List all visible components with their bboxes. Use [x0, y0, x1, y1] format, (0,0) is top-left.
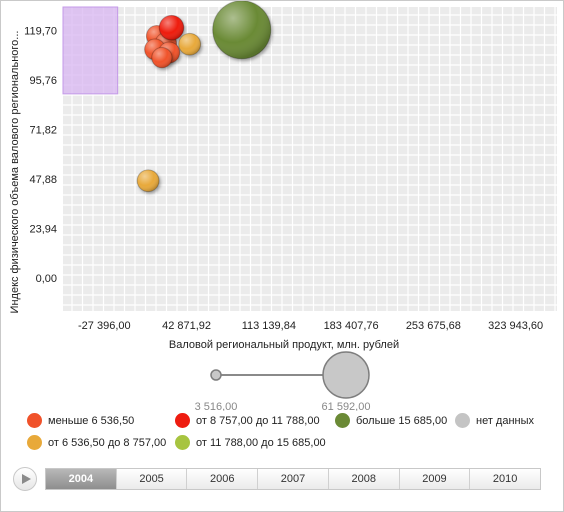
bubble: [178, 32, 202, 56]
bubble-highlight: [137, 169, 160, 192]
selection-box: [62, 6, 119, 95]
legend-item[interactable]: меньше 6 536,50: [27, 413, 134, 428]
legend-marker-icon: [27, 435, 42, 450]
y-tick-label: 119,70: [24, 25, 57, 37]
year-tab-2009[interactable]: 2009: [399, 469, 471, 489]
year-tab-2005[interactable]: 2005: [116, 469, 188, 489]
legend-marker-icon: [27, 413, 42, 428]
legend-item[interactable]: больше 15 685,00: [335, 413, 447, 428]
x-tick-label: 42 871,92: [162, 320, 211, 332]
bubble: [136, 169, 160, 193]
y-tick-label: 71,82: [29, 124, 57, 136]
year-tab-2004[interactable]: 2004: [46, 469, 117, 489]
legend-label: меньше 6 536,50: [48, 414, 135, 427]
year-tab-2007[interactable]: 2007: [258, 469, 329, 489]
bubble: [151, 47, 173, 69]
bubble-highlight: [151, 47, 173, 68]
x-tick-label: -27 396,00: [78, 320, 131, 332]
y-tick-label: 47,88: [29, 174, 57, 186]
legend-label: больше 15 685,00: [356, 414, 448, 427]
size-legend-min-bubble: [210, 369, 222, 381]
size-legend-max-bubble: [322, 351, 370, 399]
year-tab-2010[interactable]: 2010: [470, 469, 541, 489]
bubble: [212, 1, 272, 60]
y-axis-title: Индекс физического объема валового регио…: [9, 31, 21, 314]
size-legend-max-label: 61 592,00: [322, 401, 371, 411]
legend-item[interactable]: от 6 536,50 до 8 757,00: [27, 435, 166, 450]
legend-item[interactable]: нет данных: [455, 413, 534, 428]
year-tab-2008[interactable]: 2008: [328, 469, 400, 489]
size-legend: 3 516,00 61 592,00: [195, 351, 371, 411]
legend-item[interactable]: от 8 757,00 до 11 788,00: [175, 413, 320, 428]
x-axis-title: Валовой региональный продукт, млн. рубле…: [169, 339, 399, 351]
bubble: [158, 14, 185, 41]
y-tick-label: 95,76: [29, 75, 57, 87]
x-tick-label: 183 407,76: [324, 320, 379, 332]
x-tick-label: 253 675,68: [406, 320, 461, 332]
year-selector: 2004 2005 2006 2007 2008 2009 2010: [45, 468, 541, 490]
legend-marker-icon: [175, 413, 190, 428]
legend-marker-icon: [175, 435, 190, 450]
bubble-highlight: [212, 1, 271, 59]
legend-label: от 8 757,00 до 11 788,00: [196, 414, 320, 427]
x-tick-label: 113 139,84: [242, 320, 296, 332]
legend-item[interactable]: от 11 788,00 до 15 685,00: [175, 435, 326, 450]
timeline: 2004 2005 2006 2007 2008 2009 2010: [13, 466, 553, 492]
play-icon[interactable]: [13, 467, 37, 491]
y-tick-label: 23,94: [29, 223, 57, 235]
legend-label: нет данных: [476, 414, 535, 427]
size-legend-min-label: 3 516,00: [195, 401, 238, 411]
y-tick-label: 0,00: [36, 273, 57, 285]
legend-label: от 6 536,50 до 8 757,00: [48, 436, 167, 449]
x-tick-label: 323 943,60: [488, 320, 543, 332]
legend-marker-icon: [455, 413, 470, 428]
bubble-highlight: [159, 15, 184, 40]
bubble-highlight: [178, 33, 201, 56]
legend-label: от 11 788,00 до 15 685,00: [196, 436, 326, 449]
year-tab-2006[interactable]: 2006: [187, 469, 259, 489]
bubble-chart: 0,00 23,94 47,88 71,82 95,76 119,70 -27 396,00…: [9, 1, 557, 411]
legend-marker-icon: [335, 413, 350, 428]
